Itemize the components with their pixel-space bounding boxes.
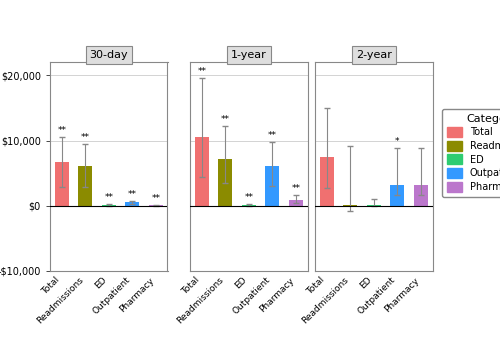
Text: **: ** [128, 190, 137, 199]
Text: **: ** [151, 194, 160, 203]
Bar [78, 166, 92, 205]
Text: **: ** [104, 193, 113, 202]
Text: **: ** [221, 115, 230, 124]
Bar [54, 162, 69, 205]
Text: **: ** [57, 126, 66, 135]
Title: 30-day: 30-day [90, 50, 128, 60]
Bar [390, 185, 404, 205]
Text: **: ** [291, 184, 300, 193]
Title: 1-year: 1-year [231, 50, 266, 60]
Title: 2-year: 2-year [356, 50, 392, 60]
Text: **: ** [81, 133, 90, 142]
Bar [288, 200, 303, 205]
Bar [218, 159, 232, 205]
Legend: Total, Readmissions, ED, Outpatient, Pharmacy: Total, Readmissions, ED, Outpatient, Pha… [442, 109, 500, 197]
Bar [320, 157, 334, 205]
Text: **: ** [197, 67, 206, 76]
Text: **: ** [268, 131, 277, 140]
Bar [265, 166, 280, 205]
Text: **: ** [244, 193, 254, 202]
Bar [414, 185, 428, 205]
Bar [194, 137, 209, 205]
Bar [125, 202, 140, 205]
Text: *: * [395, 137, 400, 146]
